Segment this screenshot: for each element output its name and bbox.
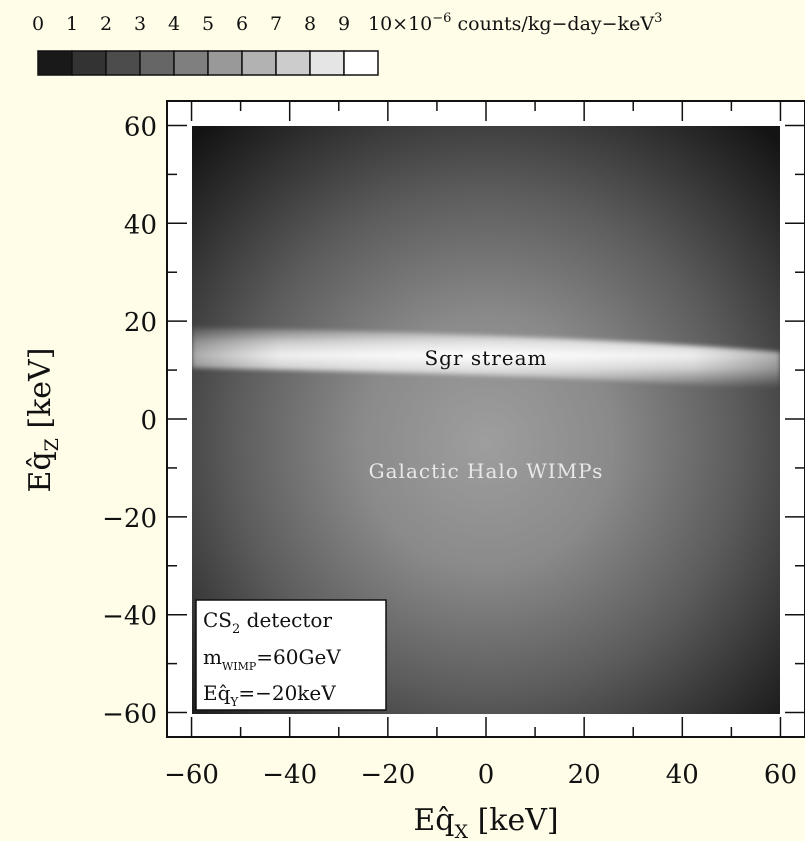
annotation-sgr-stream: Sgr stream: [424, 346, 547, 370]
colorbar-tick-label: 8: [304, 13, 316, 35]
colorbar-tick-label: 1: [66, 13, 78, 35]
legend-line-qy: Eq̂Y=−20keV: [203, 681, 336, 709]
y-axis-title-units: [keV]: [23, 348, 58, 429]
sgr-stream-band: [192, 327, 780, 392]
colorbar-tick-label: 2: [100, 13, 112, 35]
y-tick-label: 20: [124, 308, 157, 338]
x-axis-title: Eq̂X [keV]: [413, 803, 558, 841]
colorbar-title-part-0: 10×10: [368, 13, 432, 35]
colorbar-tick-label: 3: [134, 13, 146, 35]
y-tick-label: −60: [102, 700, 157, 730]
legend-qy-rest: =−20keV: [238, 681, 336, 705]
ticks: [167, 101, 805, 737]
y-axis-title-sub: Z: [41, 438, 63, 451]
y-tick-label: 0: [140, 406, 157, 436]
y-tick-label: 60: [124, 112, 157, 142]
legend-detector-sub: 2: [232, 622, 240, 637]
x-tick-label: 0: [478, 760, 495, 790]
x-axis-title-units: [keV]: [478, 803, 559, 838]
legend-box: CS2 detector mWIMP=60GeV Eq̂Y=−20keV: [195, 599, 387, 711]
legend-line-wimp-mass: mWIMP=60GeV: [203, 645, 341, 673]
colorbar-cell: [139, 50, 175, 76]
colorbar-title: 10×10−6 counts/kg−day−keV3: [368, 11, 662, 35]
y-axis-title: Eq̂Z [keV]: [23, 348, 63, 493]
y-tick-labels: 60 40 20 0 −20 −40 −60: [102, 112, 157, 729]
y-axis-title-gap: [23, 429, 58, 439]
x-tick-label: 40: [666, 760, 699, 790]
x-axis-title-base: Eq̂: [413, 803, 454, 838]
x-axis-title-sub: X: [455, 821, 469, 841]
legend-detector-rest: detector: [240, 608, 332, 632]
colorbar-cells: [37, 50, 379, 76]
legend-mass-sub: WIMP: [222, 660, 257, 673]
x-tick-label: −60: [164, 760, 219, 790]
y-tick-label: −20: [102, 504, 157, 534]
colorbar-title-part-3: 3: [654, 11, 662, 26]
legend-mass-rest: =60GeV: [256, 645, 341, 669]
x-tick-label: 20: [568, 760, 601, 790]
legend-qy-base: Eq̂: [203, 681, 231, 705]
legend-mass-base: m: [203, 645, 222, 669]
colorbar-cell: [343, 50, 379, 76]
colorbar-title-part-1: −6: [432, 11, 451, 26]
y-axis-title-base: Eq̂: [23, 451, 58, 492]
y-tick-label: −40: [102, 602, 157, 632]
colorbar-cell: [71, 50, 107, 76]
legend-background: [195, 599, 387, 711]
colorbar-title-part-2: counts/kg−day−keV: [451, 13, 654, 35]
x-tick-label: −20: [360, 760, 415, 790]
colorbar-tick-label: 7: [270, 13, 282, 35]
colorbar-cell: [173, 50, 209, 76]
legend-line-detector: CS2 detector: [203, 608, 332, 637]
annotation-galactic-halo: Galactic Halo WIMPs: [369, 459, 604, 483]
x-tick-labels: −60 −40 −20 0 20 40 60: [164, 760, 797, 790]
colorbar-cell: [241, 50, 277, 76]
x-tick-label: −40: [262, 760, 317, 790]
colorbar-cell: [309, 50, 345, 76]
colorbar-tick-label: 0: [32, 13, 44, 35]
colorbar-tick-label: 6: [236, 13, 248, 35]
legend-detector-base: CS: [203, 608, 232, 632]
colorbar-cell: [207, 50, 243, 76]
colorbar-cell: [37, 50, 73, 76]
x-tick-label: 60: [764, 760, 797, 790]
colorbar-tick-label: 4: [168, 13, 180, 35]
colorbar-cell: [275, 50, 311, 76]
colorbar-cell: [105, 50, 141, 76]
y-tick-label: 40: [124, 210, 157, 240]
x-axis-title-gap: [468, 803, 478, 838]
colorbar-tick-label: 5: [202, 13, 214, 35]
legend-qy-sub: Y: [229, 695, 239, 709]
colorbar-tick-label: 9: [338, 13, 350, 35]
